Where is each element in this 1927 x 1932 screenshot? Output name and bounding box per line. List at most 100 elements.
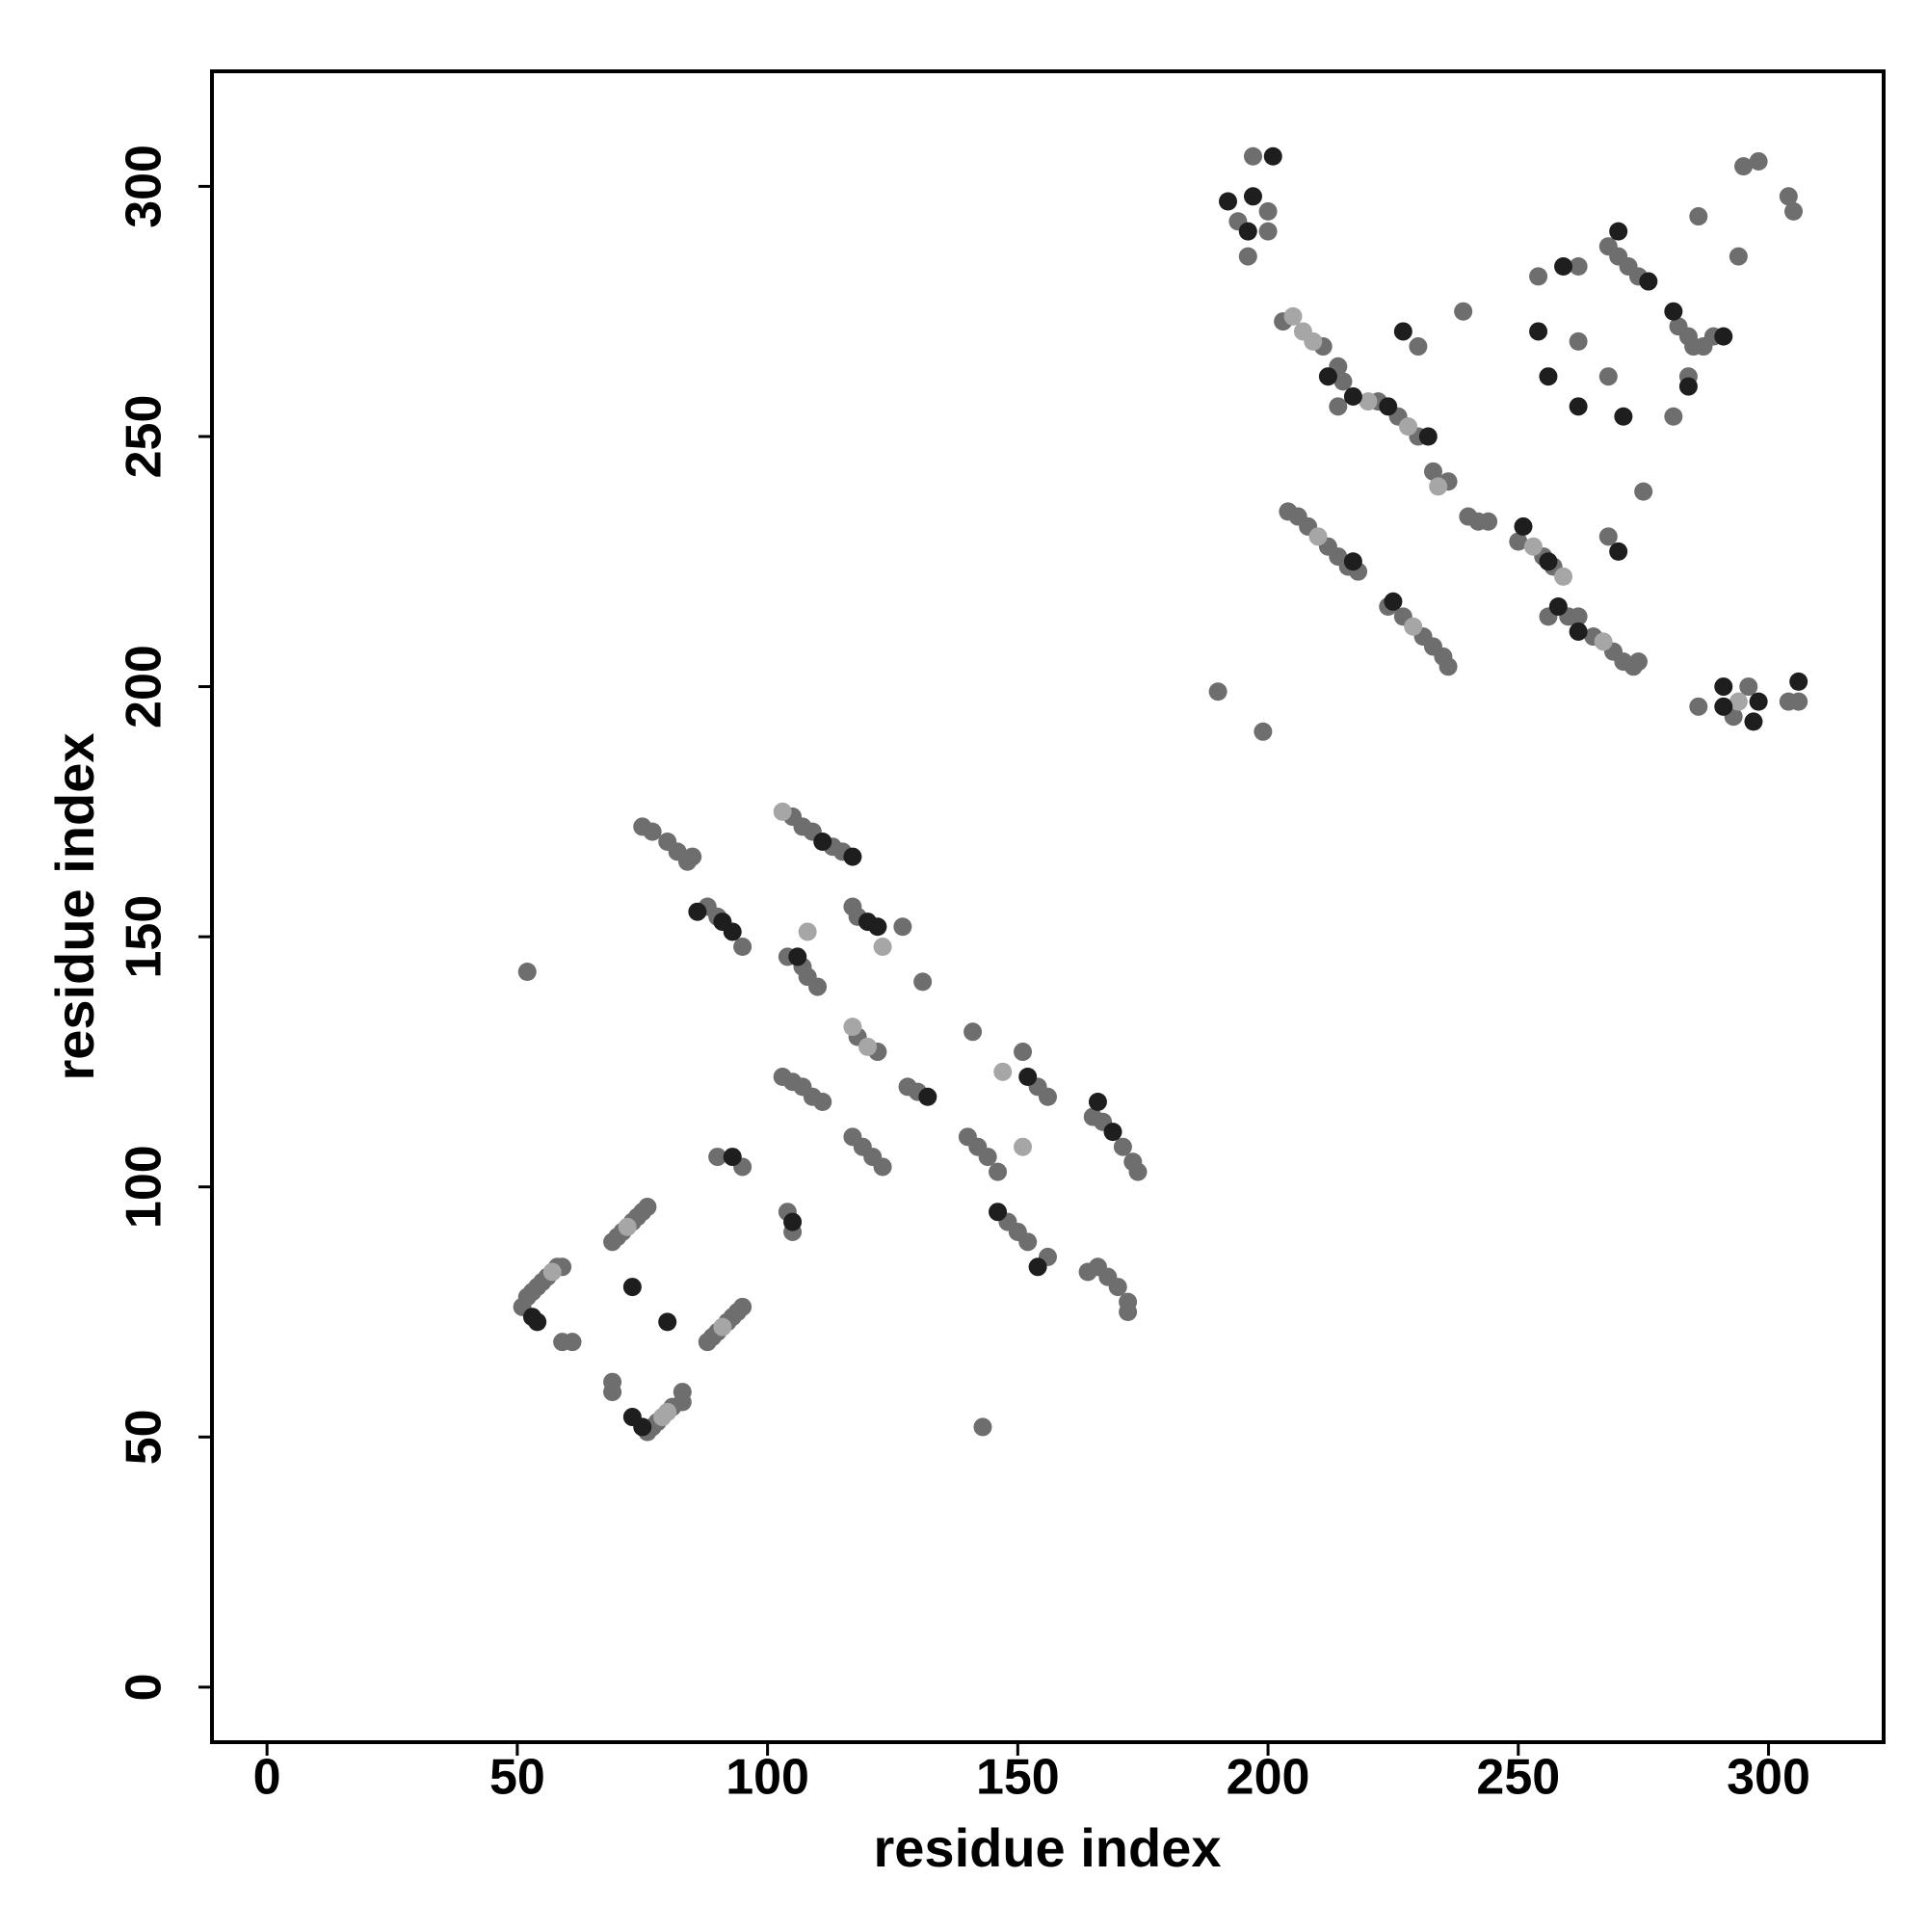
point xyxy=(1243,146,1262,166)
point xyxy=(658,1312,677,1332)
point xyxy=(858,1037,877,1056)
point xyxy=(964,1022,983,1042)
point xyxy=(1714,697,1733,716)
x-tick-label: 0 xyxy=(253,1750,281,1806)
point xyxy=(1238,247,1257,266)
point xyxy=(843,1018,862,1037)
point xyxy=(993,1062,1013,1081)
point xyxy=(542,1262,562,1282)
point xyxy=(1554,256,1573,276)
x-axis-label: residue index xyxy=(873,1817,1221,1878)
point xyxy=(1529,322,1548,341)
point xyxy=(1609,542,1628,561)
point xyxy=(1343,386,1362,406)
point xyxy=(1749,692,1768,711)
point xyxy=(1243,187,1262,206)
point xyxy=(1569,331,1588,351)
point xyxy=(1779,187,1798,206)
point xyxy=(1359,392,1378,411)
point xyxy=(893,917,912,937)
point xyxy=(723,1148,742,1167)
point xyxy=(528,1312,547,1332)
point xyxy=(808,977,828,996)
point xyxy=(1569,622,1588,641)
point xyxy=(989,1203,1008,1222)
point xyxy=(1384,592,1403,611)
x-tick-label: 50 xyxy=(489,1750,545,1806)
point xyxy=(1664,407,1683,426)
point xyxy=(603,1383,622,1402)
point xyxy=(1014,1043,1033,1062)
point xyxy=(708,1148,727,1167)
point xyxy=(1283,306,1303,326)
point xyxy=(873,938,892,957)
point xyxy=(913,972,933,992)
point xyxy=(1789,692,1808,711)
point xyxy=(973,1417,992,1437)
point xyxy=(1343,552,1362,571)
point xyxy=(633,1417,652,1437)
point xyxy=(788,947,807,966)
x-tick-label: 250 xyxy=(1476,1750,1560,1806)
point xyxy=(1039,1087,1057,1106)
point xyxy=(618,1217,637,1236)
point xyxy=(1598,527,1618,546)
point xyxy=(1509,532,1528,551)
point xyxy=(1018,1232,1038,1252)
x-tick-label: 300 xyxy=(1727,1750,1810,1806)
point xyxy=(1329,397,1348,416)
point xyxy=(1113,1137,1132,1156)
y-tick-label: 150 xyxy=(117,895,172,979)
point xyxy=(1119,1303,1138,1322)
point xyxy=(1108,1278,1127,1297)
point xyxy=(1729,692,1748,711)
point xyxy=(1539,552,1558,571)
point xyxy=(1404,617,1423,636)
point xyxy=(1308,527,1328,546)
point xyxy=(1379,397,1398,416)
point xyxy=(873,1157,892,1177)
point xyxy=(1729,247,1748,266)
point xyxy=(1454,302,1473,321)
point xyxy=(638,1197,657,1216)
point xyxy=(1609,222,1628,241)
x-tick-label: 150 xyxy=(976,1750,1060,1806)
point xyxy=(1548,597,1568,617)
point xyxy=(733,938,752,957)
point xyxy=(723,922,742,941)
point xyxy=(1128,1162,1148,1181)
point xyxy=(517,962,537,981)
point xyxy=(733,1297,752,1316)
point xyxy=(1103,1123,1122,1142)
point xyxy=(673,1383,692,1402)
point xyxy=(1429,477,1448,496)
point xyxy=(622,1278,642,1297)
point xyxy=(1614,407,1633,426)
point xyxy=(1664,302,1683,321)
point xyxy=(1594,632,1613,651)
point xyxy=(1018,1068,1038,1087)
y-tick-label: 300 xyxy=(117,145,172,228)
point xyxy=(1689,697,1708,716)
point xyxy=(978,1148,997,1167)
point xyxy=(683,847,702,866)
point xyxy=(1258,222,1278,241)
point xyxy=(1714,327,1733,346)
point xyxy=(1639,272,1658,291)
point xyxy=(1399,417,1418,437)
point xyxy=(1514,516,1533,536)
point xyxy=(1634,482,1653,501)
point xyxy=(1529,267,1548,286)
point xyxy=(1539,367,1558,386)
point xyxy=(563,1333,582,1352)
point xyxy=(1569,397,1588,416)
plot-frame xyxy=(210,69,1886,1744)
point xyxy=(1208,682,1227,701)
point xyxy=(1088,1092,1107,1111)
point xyxy=(713,1317,732,1337)
point xyxy=(989,1162,1008,1181)
point xyxy=(783,1212,803,1231)
point xyxy=(918,1087,937,1106)
point xyxy=(688,902,707,921)
